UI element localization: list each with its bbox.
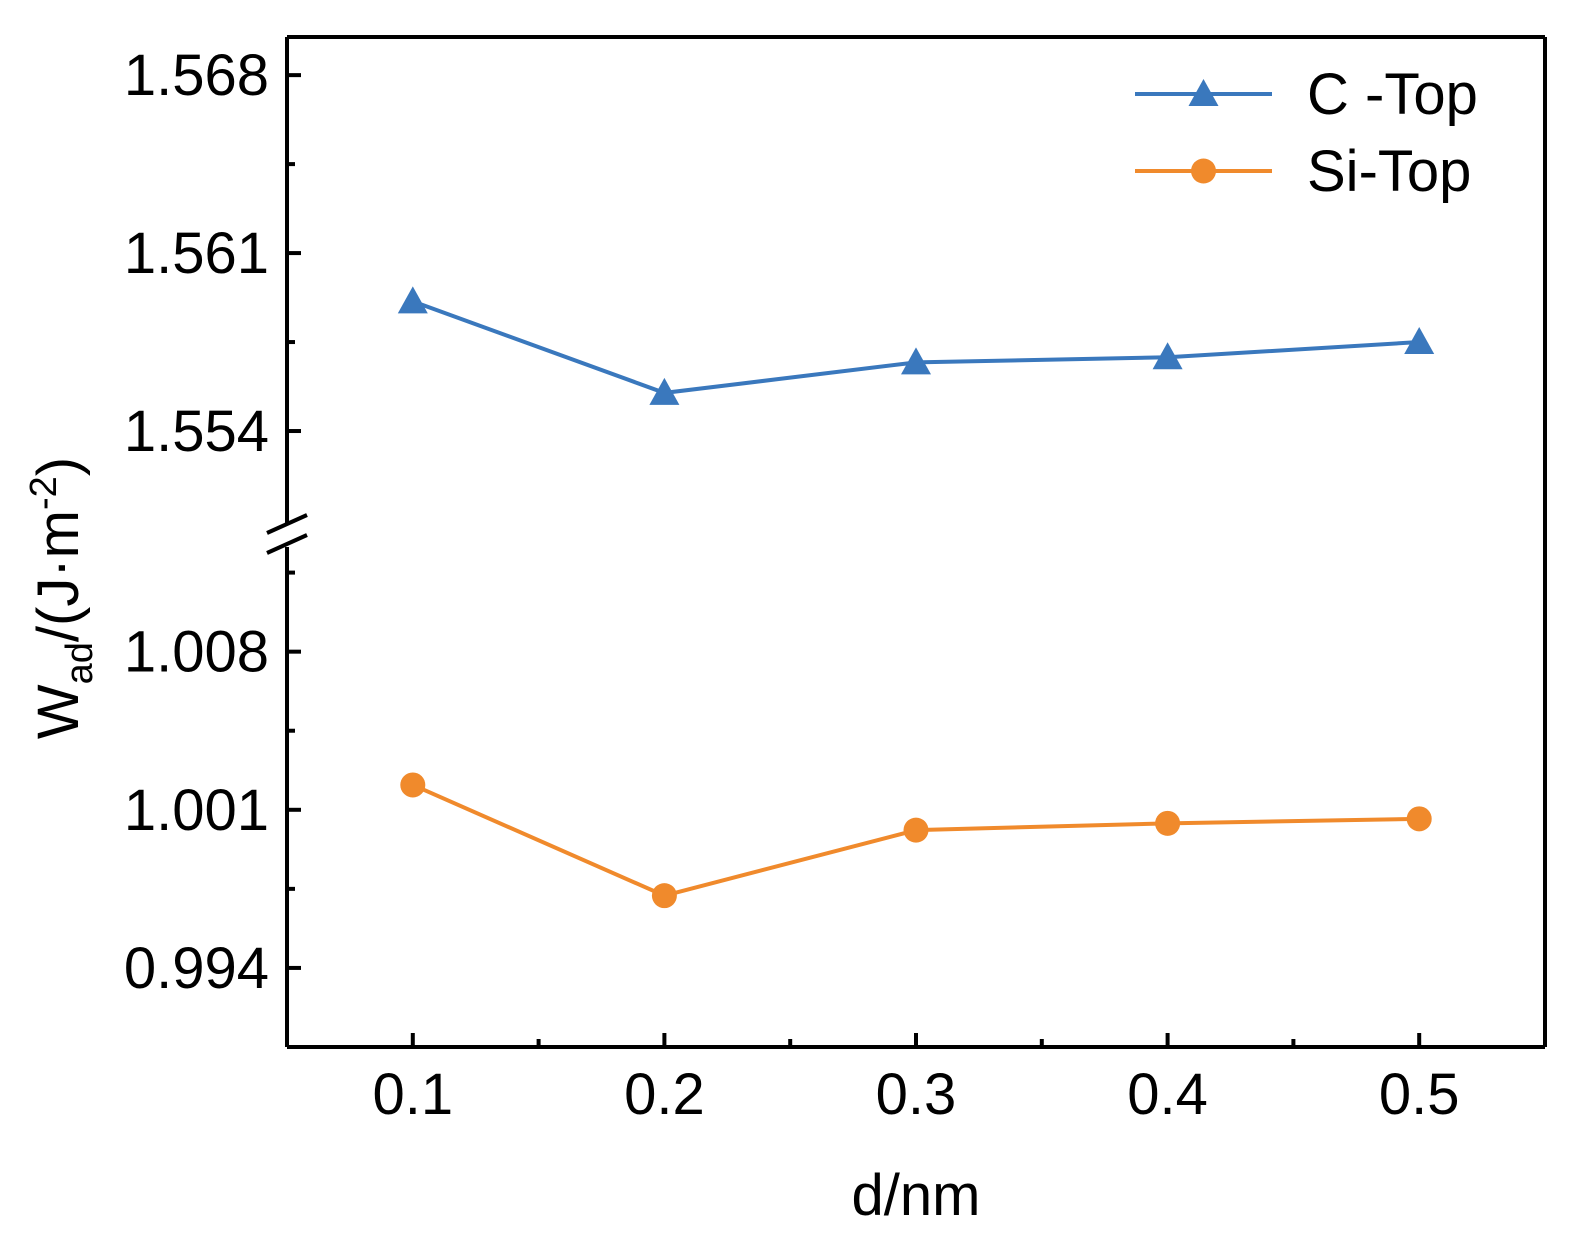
data-point-c-top	[397, 286, 428, 314]
y-upper-tick-label: 1.554	[124, 399, 269, 464]
data-point-c-top	[901, 347, 931, 375]
data-point-si-top	[400, 772, 426, 798]
x-tick-label: 0.4	[1127, 1062, 1208, 1127]
x-axis-title: d/nm	[852, 1163, 981, 1228]
data-point-c-top	[1152, 342, 1183, 370]
data-point-si-top	[651, 883, 677, 909]
axis-break-mark-2	[266, 533, 308, 555]
x-tick-label: 0.3	[876, 1062, 957, 1127]
legend-marker	[1188, 79, 1219, 106]
series-line-c-top	[412, 299, 1420, 395]
y-upper-tick-label: 1.568	[124, 43, 269, 108]
y-axis-title-close: )	[26, 457, 91, 476]
data-point-si-top	[903, 817, 929, 843]
y-axis-title-sub: ad	[59, 642, 101, 684]
y-axis-title-sup: -2	[23, 476, 65, 510]
x-tick-label: 0.2	[624, 1062, 705, 1127]
legend-label: Si-Top	[1307, 139, 1471, 204]
y-upper-tick-label: 1.561	[124, 221, 269, 286]
y-axis-title-main: W	[26, 684, 91, 739]
y-axis-title: Wad/(J·m-2)	[23, 457, 101, 739]
y-lower-tick-label: 1.008	[124, 620, 269, 685]
data-point-si-top	[1406, 806, 1432, 832]
data-point-si-top	[1155, 810, 1181, 836]
axis-break-mark-1	[266, 513, 308, 535]
y-lower-tick-label: 0.994	[124, 936, 269, 1001]
legend-marker	[1191, 158, 1216, 184]
y-axis-title-rest: /(J·m	[26, 510, 91, 642]
x-tick-label: 0.1	[372, 1062, 453, 1127]
x-tick-label: 0.5	[1379, 1062, 1460, 1127]
y-lower-tick-label: 1.001	[124, 778, 269, 843]
data-point-c-top	[1404, 327, 1435, 355]
legend-label: C -Top	[1307, 62, 1478, 127]
data-point-c-top	[649, 377, 680, 405]
